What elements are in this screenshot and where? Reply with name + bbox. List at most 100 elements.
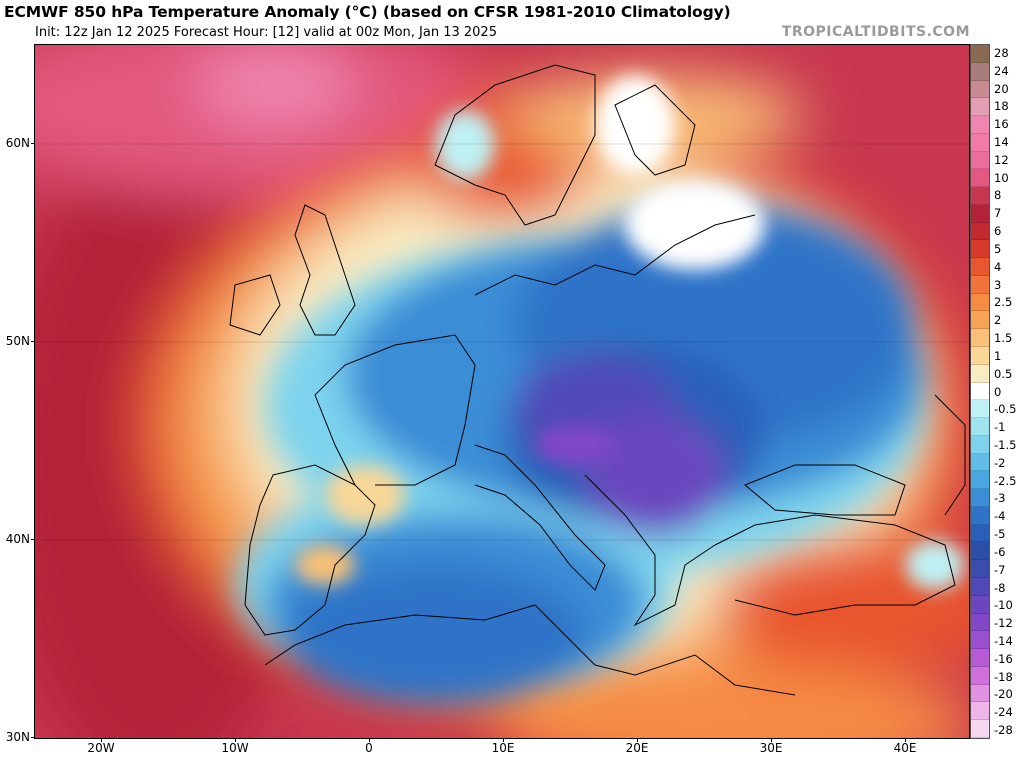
lon-tick	[637, 738, 638, 742]
graticule	[35, 143, 969, 541]
lon-tick	[771, 738, 772, 742]
lat-label-60n: 60N	[5, 136, 30, 150]
colorbar-label: 18	[994, 99, 1009, 114]
colorbar-swatch	[971, 418, 989, 436]
colorbar-label: -1	[994, 420, 1006, 435]
lon-label-0: 0	[365, 741, 373, 755]
colorbar-swatch	[971, 258, 989, 276]
forecast-subtitle: Init: 12z Jan 12 2025 Forecast Hour: [12…	[35, 25, 497, 40]
colorbar-legend	[970, 44, 990, 739]
colorbar-label: -16	[994, 651, 1013, 666]
colorbar-label: 2	[994, 313, 1002, 328]
lat-label-30n: 30N	[5, 730, 30, 744]
colorbar-swatch	[971, 542, 989, 561]
colorbar-label: -5	[994, 527, 1006, 542]
lat-label-40n: 40N	[5, 532, 30, 546]
colorbar-swatch	[971, 702, 989, 721]
lat-tick	[31, 737, 35, 738]
lon-tick	[235, 738, 236, 742]
colorbar-swatch	[971, 400, 989, 419]
colorbar-swatch	[971, 45, 989, 63]
colorbar-swatch	[971, 116, 989, 134]
colorbar-label: -0.5	[994, 402, 1017, 417]
colorbar-label: 6	[994, 224, 1002, 239]
colorbar-swatch	[971, 275, 989, 294]
colorbar-label: 0	[994, 384, 1002, 399]
colorbar-swatch	[971, 222, 989, 241]
lat-tick	[31, 341, 35, 342]
lon-tick	[905, 738, 906, 742]
colorbar-label: 1	[994, 348, 1002, 363]
colorbar-swatch	[971, 524, 989, 543]
colorbar-swatch	[971, 240, 989, 259]
colorbar-swatch	[971, 311, 989, 330]
colorbar-label: 24	[994, 63, 1009, 78]
colorbar-label: 5	[994, 241, 1002, 256]
colorbar-swatch	[971, 80, 989, 99]
colorbar-swatch	[971, 169, 989, 188]
lon-label-20e: 20E	[625, 741, 649, 755]
colorbar-swatch	[971, 649, 989, 667]
colorbar-label: -12	[994, 616, 1013, 631]
anomaly-map-svg	[35, 45, 969, 738]
colorbar-swatch	[971, 506, 989, 525]
colorbar-label: -28	[994, 723, 1013, 738]
colorbar-label: 14	[994, 135, 1009, 149]
colorbar-label: 4	[994, 259, 1002, 274]
colorbar-labels: 28 24 20 18 16 14 12 10 8 7 6 5 4 3 2.5 2 1.5 1 0.5 0 -0.5 -1…	[994, 44, 1024, 739]
colorbar-swatch	[971, 684, 989, 703]
colorbar-swatch	[971, 151, 989, 170]
lat-tick	[31, 539, 35, 540]
colorbar-swatch	[971, 62, 989, 81]
colorbar-label: -4	[994, 509, 1006, 524]
colorbar-swatch	[971, 329, 989, 348]
lon-label-30e: 30E	[759, 741, 783, 755]
colorbar-swatch	[971, 631, 989, 650]
cold-anomaly-field	[235, 205, 925, 705]
colorbar-swatch	[971, 453, 989, 472]
colorbar-label: -7	[994, 562, 1006, 577]
colorbar-swatch	[971, 347, 989, 365]
colorbar-swatch	[971, 364, 989, 383]
lon-label-10w: 10W	[221, 741, 249, 755]
colorbar-swatch	[971, 560, 989, 578]
colorbar-swatch	[971, 489, 989, 507]
colorbar-label: 20	[994, 81, 1009, 96]
colorbar-swatch	[971, 204, 989, 223]
lon-tick	[101, 738, 102, 742]
colorbar-label: -2.5	[994, 473, 1017, 488]
colorbar-swatch	[971, 471, 989, 490]
colorbar-swatch	[971, 133, 989, 152]
colorbar-swatch	[971, 293, 989, 312]
colorbar-label: 1.5	[994, 331, 1013, 346]
lon-label-40e: 40E	[893, 741, 917, 755]
colorbar-label: -1.5	[994, 437, 1017, 452]
colorbar-label: -10	[994, 598, 1013, 613]
colorbar-label: -6	[994, 544, 1006, 559]
colorbar-label: -24	[994, 705, 1013, 720]
fine-detail	[295, 75, 965, 590]
colorbar-swatch	[971, 577, 989, 596]
colorbar-label: -8	[994, 580, 1006, 595]
brand-watermark: TROPICALTIDBITS.COM	[781, 24, 970, 40]
lon-label-20w: 20W	[87, 741, 115, 755]
lon-label-10e: 10E	[491, 741, 515, 755]
lon-tick	[503, 738, 504, 742]
colorbar-swatch	[971, 613, 989, 632]
colorbar-label: -14	[994, 633, 1013, 648]
colorbar-swatch	[971, 595, 989, 614]
colorbar-swatch	[971, 98, 989, 117]
colorbar-label: 0.5	[994, 366, 1013, 381]
colorbar-label: 10	[994, 170, 1009, 185]
colorbar-swatch	[971, 382, 989, 401]
map-title: ECMWF 850 hPa Temperature Anomaly (°C) (…	[4, 3, 731, 21]
colorbar-label: 28	[994, 45, 1009, 60]
colorbar-swatch	[971, 720, 989, 738]
colorbar-label: 8	[994, 188, 1002, 203]
lat-label-50n: 50N	[5, 334, 30, 348]
colorbar-swatch	[971, 435, 989, 454]
colorbar-label: -2	[994, 455, 1006, 470]
colorbar-label: -3	[994, 491, 1006, 506]
colorbar-label: 2.5	[994, 295, 1013, 310]
colorbar-label: 16	[994, 117, 1009, 132]
